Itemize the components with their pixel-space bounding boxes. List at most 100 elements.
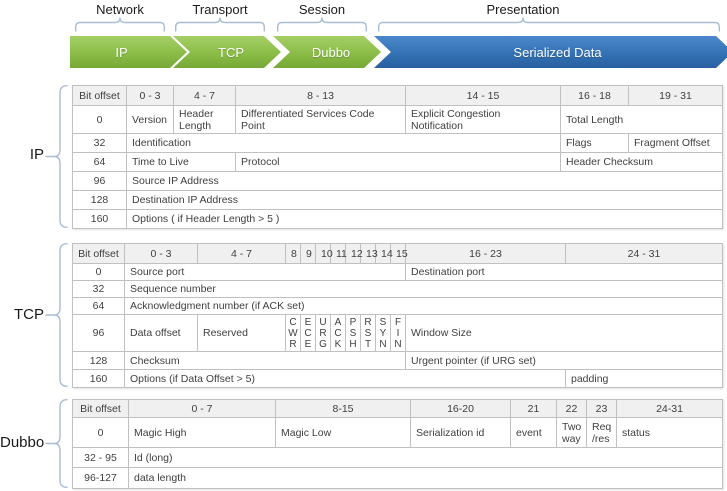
bit-offset-cell: 160 bbox=[72, 209, 127, 229]
column-header: 16-20 bbox=[410, 399, 511, 418]
bit-offset-cell: 128 bbox=[72, 351, 125, 370]
column-header: 8 - 13 bbox=[235, 85, 406, 106]
column-header: 8-15 bbox=[275, 399, 411, 418]
layer-label-transport: Transport bbox=[192, 2, 248, 17]
table-row: 128 Checksum Urgent pointer (if URG set) bbox=[72, 351, 723, 370]
column-header: 13 bbox=[360, 243, 378, 264]
section-label-dubbo: Dubbo bbox=[0, 434, 45, 451]
field-cell: status bbox=[616, 417, 723, 448]
column-header: Bit offset bbox=[72, 399, 129, 418]
table-row: 96-127 data length bbox=[72, 467, 723, 489]
dubbo-brace-icon bbox=[45, 399, 68, 488]
field-cell: Explicit Congestion Notification bbox=[405, 105, 561, 134]
column-header: 0 - 7 bbox=[128, 399, 276, 418]
field-cell: Fragment Offset bbox=[628, 133, 723, 153]
arrow-dubbo: Dubbo bbox=[273, 36, 381, 68]
layer-label-session: Session bbox=[298, 2, 346, 17]
arrow-serialized-data-label: Serialized Data bbox=[513, 44, 602, 60]
column-header: 23 bbox=[586, 399, 617, 418]
column-header: 12 bbox=[345, 243, 363, 264]
column-header: 0 - 3 bbox=[126, 85, 174, 106]
column-header: 19 - 31 bbox=[628, 85, 723, 106]
field-cell: Window Size bbox=[405, 314, 723, 352]
field-cell: Options ( if Header Length > 5 ) bbox=[126, 209, 723, 229]
bit-offset-cell: 128 bbox=[72, 190, 127, 210]
field-cell: Options (if Data Offset > 5) bbox=[124, 369, 566, 388]
column-header: 4 - 7 bbox=[197, 243, 286, 264]
arrow-dubbo-label: Dubbo bbox=[311, 44, 351, 60]
column-header: 24-31 bbox=[616, 399, 723, 418]
field-cell: padding bbox=[565, 369, 723, 388]
field-cell: event bbox=[510, 417, 557, 448]
field-cell: Magic Low bbox=[275, 417, 411, 448]
column-header: 11 bbox=[330, 243, 347, 264]
table-row: 128 Destination IP Address bbox=[72, 190, 723, 210]
field-cell: U R G bbox=[315, 314, 331, 352]
table-row: 0 Source port Destination port bbox=[72, 263, 723, 281]
field-cell: Source port bbox=[124, 263, 406, 281]
field-cell: Req /res bbox=[586, 417, 617, 448]
network-brace-icon bbox=[75, 17, 165, 32]
field-cell: S Y N bbox=[375, 314, 391, 352]
layer-label-presentation: Presentation bbox=[486, 2, 560, 17]
section-label-tcp: TCP bbox=[14, 306, 44, 323]
bit-offset-cell: 32 - 95 bbox=[72, 447, 129, 468]
field-cell: Destination port bbox=[405, 263, 723, 281]
field-cell: Destination IP Address bbox=[126, 190, 723, 210]
presentation-brace-icon bbox=[378, 17, 720, 32]
field-cell: Identification bbox=[126, 133, 561, 153]
field-cell: Flags bbox=[560, 133, 629, 153]
transport-brace-icon bbox=[175, 17, 265, 32]
field-cell: Serialization id bbox=[410, 417, 511, 448]
section-label-ip: IP bbox=[29, 146, 44, 163]
bit-offset-cell: 160 bbox=[72, 369, 125, 388]
bit-offset-cell: 0 bbox=[72, 105, 127, 134]
field-cell: Source IP Address bbox=[126, 171, 723, 191]
field-cell: Urgent pointer (if URG set) bbox=[405, 351, 723, 370]
ip-brace-icon bbox=[45, 85, 68, 228]
column-header: Bit offset bbox=[72, 85, 127, 106]
arrow-serialized-data: Serialized Data bbox=[374, 36, 727, 68]
arrow-tcp-label: TCP bbox=[218, 44, 244, 60]
table-row: 160 Options (if Data Offset > 5) padding bbox=[72, 369, 723, 388]
field-cell: Header Length bbox=[173, 105, 236, 134]
column-header: Bit offset bbox=[72, 243, 125, 264]
bit-offset-cell: 96-127 bbox=[72, 467, 129, 489]
table-row: 160 Options ( if Header Length > 5 ) bbox=[72, 209, 723, 229]
field-cell: Acknowledgment number (if ACK set) bbox=[124, 297, 723, 315]
bit-offset-cell: 64 bbox=[72, 152, 127, 172]
field-cell: Reserved bbox=[197, 314, 286, 352]
table-row: 64 Time to Live Protocol Header Checksum bbox=[72, 152, 723, 172]
field-cell: Checksum bbox=[124, 351, 406, 370]
tcp-brace-icon bbox=[45, 243, 68, 387]
table-row: 32 Identification Flags Fragment Offset bbox=[72, 133, 723, 153]
table-row: 32 Sequence number bbox=[72, 280, 723, 298]
column-header: 22 bbox=[556, 399, 587, 418]
table-row: 0 Magic High Magic Low Serialization id even… bbox=[72, 417, 723, 448]
table-row: 96 Source IP Address bbox=[72, 171, 723, 191]
column-header: 0 - 3 bbox=[124, 243, 198, 264]
field-cell: F I N bbox=[390, 314, 406, 352]
field-cell: R S T bbox=[360, 314, 376, 352]
header-row: Bit offset 0 - 7 8-15 16-20 21 22 23 24-31 bbox=[72, 399, 723, 418]
column-header: 8 bbox=[285, 243, 301, 264]
field-cell: Data offset bbox=[124, 314, 198, 352]
column-header: 16 - 23 bbox=[405, 243, 566, 264]
layer-label-network: Network bbox=[96, 2, 144, 17]
bit-offset-cell: 64 bbox=[72, 297, 125, 315]
column-header: 24 - 31 bbox=[565, 243, 723, 264]
column-header: 16 - 18 bbox=[560, 85, 629, 106]
arrow-ip-label: IP bbox=[115, 44, 128, 60]
field-cell: Time to Live bbox=[126, 152, 236, 172]
column-header: 14 - 15 bbox=[405, 85, 561, 106]
bit-offset-cell: 0 bbox=[72, 263, 125, 281]
field-cell: Total Length bbox=[560, 105, 723, 134]
arrow-ip: IP bbox=[70, 36, 187, 68]
dubbo-header-table: Bit offset 0 - 7 8-15 16-20 21 22 23 24-31 0 Magi… bbox=[72, 399, 723, 489]
